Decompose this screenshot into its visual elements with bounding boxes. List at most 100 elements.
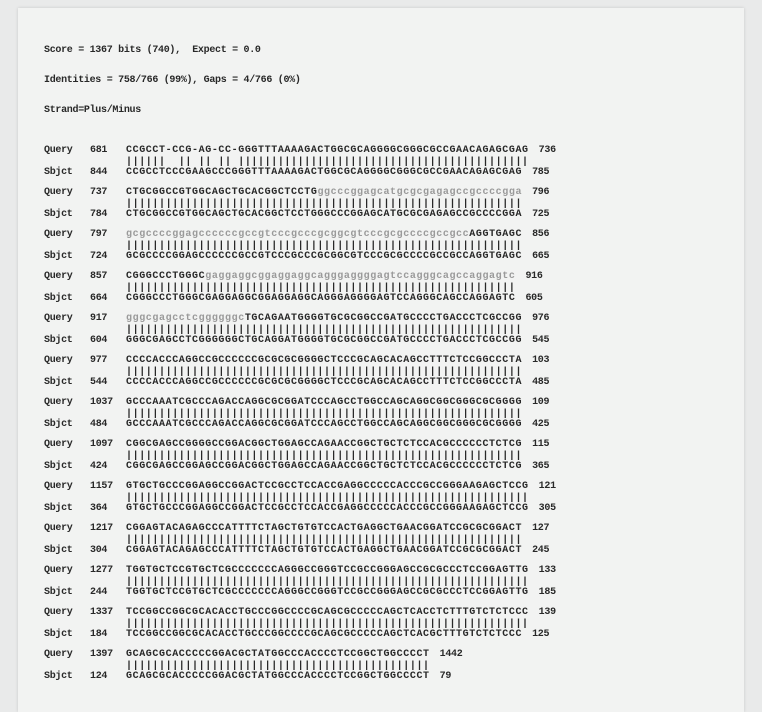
sbjct-end: 665 (532, 252, 549, 262)
query-start: 681 (90, 146, 126, 156)
query-start: 1277 (90, 566, 126, 576)
query-end: 109 (532, 398, 549, 408)
query-sequence: gggcgagcctcggggggcTGCAGAATGGGGTGCGCGGCCG… (126, 314, 522, 324)
sbjct-label: Sbjct (44, 336, 90, 346)
query-label: Query (44, 398, 90, 408)
sbjct-label: Sbjct (44, 504, 90, 514)
query-end: 1442 (440, 650, 463, 660)
sbjct-end: 185 (539, 588, 556, 598)
query-label: Query (44, 356, 90, 366)
score-header: Score = 1367 bits (740), Expect = 0.0 Id… (44, 26, 724, 136)
sbjct-label: Sbjct (44, 420, 90, 430)
alignment-output: Score = 1367 bits (740), Expect = 0.0 Id… (18, 8, 744, 712)
sbjct-sequence: TGGTGCTCCGTGCTCGCCCCCCCAGGGCCGGGTCCGCCGG… (126, 588, 529, 598)
header-score: Score = 1367 bits (740), Expect = 0.0 (44, 46, 724, 56)
sbjct-end: 125 (532, 630, 549, 640)
sbjct-start: 784 (90, 210, 126, 220)
query-start: 1397 (90, 650, 126, 660)
query-start: 797 (90, 230, 126, 240)
sbjct-sequence: GTGCTGCCCGGAGGCCGGACTCCGCCTCCACCGAGGCCCC… (126, 504, 529, 514)
query-end: 856 (532, 230, 549, 240)
alignment-block: Query797gcgccccggagccccccgccgtcccgcccgcg… (44, 230, 724, 264)
sbjct-end: 785 (532, 168, 549, 178)
sbjct-sequence: CCGCCTCCCGAAGCCCGGGTTTAAAAGACTGGCGCAGGGG… (126, 168, 522, 178)
sbjct-end: 545 (532, 336, 549, 346)
sbjct-end: 365 (532, 462, 549, 472)
alignment-block: Query917gggcgagcctcggggggcTGCAGAATGGGGTG… (44, 314, 724, 348)
query-sequence: GTGCTGCCCGGAGGCCGGACTCCGCCTCCACCGAGGCCCC… (126, 482, 529, 492)
sbjct-end: 245 (532, 546, 549, 556)
sbjct-start: 424 (90, 462, 126, 472)
alignment-block: Query1337TCCGGCCGGCGCACACCTGCCCGGCCCCGCA… (44, 608, 724, 642)
sbjct-label: Sbjct (44, 210, 90, 220)
query-sequence: gcgccccggagccccccgccgtcccgcccgcggcgtcccg… (126, 230, 522, 240)
sbjct-end: 305 (539, 504, 556, 514)
sbjct-sequence: GGGCGAGCCTCGGGGGGCTGCAGGATGGGGTGCGCGGCCG… (126, 336, 522, 346)
query-label: Query (44, 566, 90, 576)
query-label: Query (44, 482, 90, 492)
sbjct-start: 124 (90, 672, 126, 682)
sbjct-sequence: GCAGCGCACCCCCGGACGCTATGGCCCACCCCTCCGGCTG… (126, 672, 430, 682)
query-label: Query (44, 230, 90, 240)
sbjct-start: 724 (90, 252, 126, 262)
alignment-block: Query737CTGCGGCCGTGGCAGCTGCACGGCTCCTGggc… (44, 188, 724, 222)
query-end: 916 (525, 272, 542, 282)
query-start: 1337 (90, 608, 126, 618)
sbjct-label: Sbjct (44, 462, 90, 472)
alignment-block: Query1217CGGAGTACAGAGCCCATTTTCTAGCTGTGTC… (44, 524, 724, 558)
sbjct-start: 244 (90, 588, 126, 598)
query-sequence: GCAGCGCACCCCCGGACGCTATGGCCCACCCCTCCGGCTG… (126, 650, 430, 660)
query-start: 1097 (90, 440, 126, 450)
sbjct-sequence: CGGCGAGCCGGAGCCGGACGGCTGGAGCCAGAACCGGCTG… (126, 462, 522, 472)
sbjct-end: 425 (532, 420, 549, 430)
sbjct-start: 304 (90, 546, 126, 556)
query-sequence: TCCGGCCGGCGCACACCTGCCCGGCCCCGCAGCGCCCCCA… (126, 608, 529, 618)
sbjct-start: 664 (90, 294, 126, 304)
sbjct-sequence: GCCCAAATCGCCCAGACCAGGCGCGGATCCCAGCCTGGCC… (126, 420, 522, 430)
query-end: 976 (532, 314, 549, 324)
sbjct-end: 79 (440, 672, 451, 682)
query-label: Query (44, 650, 90, 660)
query-end: 115 (532, 440, 549, 450)
sbjct-start: 364 (90, 504, 126, 514)
sbjct-sequence: GCGCCCCGGAGCCCCCCGCCGTCCCGCCCGCGGCGTCCCG… (126, 252, 522, 262)
alignment-block: Query857CGGGCCCTGGGCgaggaggcggaggaggcagg… (44, 272, 724, 306)
sbjct-label: Sbjct (44, 546, 90, 556)
query-end: 736 (539, 146, 556, 156)
query-start: 917 (90, 314, 126, 324)
header-identities: Identities = 758/766 (99%), Gaps = 4/766… (44, 76, 724, 86)
sbjct-sequence: CGGGCCCTGGGCGAGGAGGCGGAGGAGGCAGGGAGGGGAG… (126, 294, 515, 304)
sbjct-end: 485 (532, 378, 549, 388)
header-strand: Strand=Plus/Minus (44, 106, 724, 116)
query-label: Query (44, 272, 90, 282)
query-sequence: TGGTGCTCCGTGCTCGCCCCCCCAGGGCCGGGTCCGCCGG… (126, 566, 529, 576)
alignment-block: Query1157GTGCTGCCCGGAGGCCGGACTCCGCCTCCAC… (44, 482, 724, 516)
query-label: Query (44, 440, 90, 450)
query-start: 1037 (90, 398, 126, 408)
sbjct-sequence: TCCGGCCGGCGCACACCTGCCCGGCCCCGCAGCGCCCCCA… (126, 630, 522, 640)
query-start: 1217 (90, 524, 126, 534)
query-sequence: GCCCAAATCGCCCAGACCAGGCGCGGATCCCAGCCTGGCC… (126, 398, 522, 408)
sbjct-end: 725 (532, 210, 549, 220)
sbjct-start: 184 (90, 630, 126, 640)
query-start: 977 (90, 356, 126, 366)
sbjct-label: Sbjct (44, 294, 90, 304)
query-label: Query (44, 146, 90, 156)
query-start: 857 (90, 272, 126, 282)
alignment-blocks: Query681CCGCCT-CCG-AG-CC-GGGTTTAAAAGACTG… (44, 146, 724, 684)
alignment-block: Query1277TGGTGCTCCGTGCTCGCCCCCCCAGGGCCGG… (44, 566, 724, 600)
query-label: Query (44, 608, 90, 618)
query-sequence: CCGCCT-CCG-AG-CC-GGGTTTAAAAGACTGGCGCAGGG… (126, 146, 529, 156)
query-sequence: CCCCACCCAGGCCGCCCCCCGCGCGCGGGGCTCCCGCAGC… (126, 356, 522, 366)
query-label: Query (44, 188, 90, 198)
query-sequence: CTGCGGCCGTGGCAGCTGCACGGCTCCTGggcccggagca… (126, 188, 522, 198)
alignment-block: Query1397GCAGCGCACCCCCGGACGCTATGGCCCACCC… (44, 650, 724, 684)
query-sequence: CGGCGAGCCGGGGCCGGACGGCTGGAGCCAGAACCGGCTG… (126, 440, 522, 450)
sbjct-label: Sbjct (44, 630, 90, 640)
query-end: 139 (539, 608, 556, 618)
sbjct-start: 604 (90, 336, 126, 346)
sbjct-end: 605 (525, 294, 542, 304)
sbjct-start: 544 (90, 378, 126, 388)
sbjct-label: Sbjct (44, 168, 90, 178)
sbjct-sequence: CCCCACCCAGGCCGCCCCCCGCGCGCGGGGCTCCCGCAGC… (126, 378, 522, 388)
